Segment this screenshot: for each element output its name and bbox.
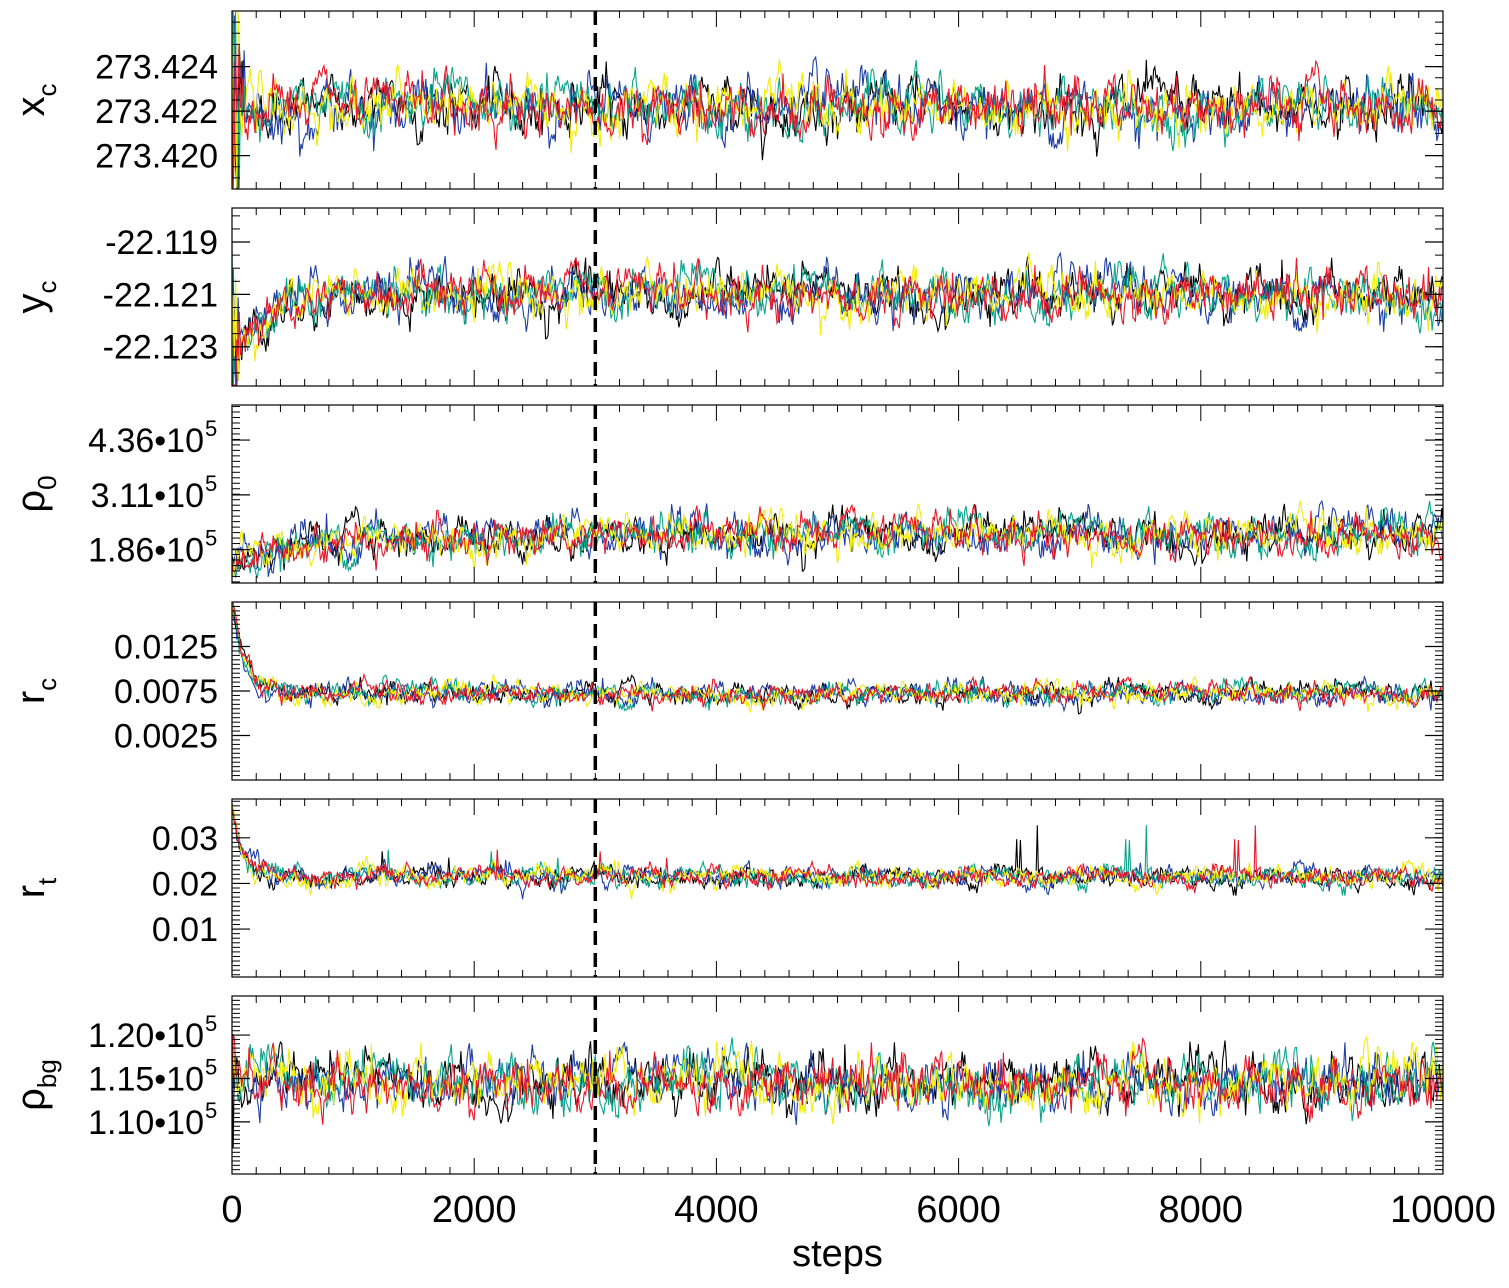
y-tick-label-rt: 0.03 <box>152 820 218 858</box>
traces-rhobg <box>232 1033 1443 1149</box>
y-axis-title-rhobg: ρbg <box>9 1059 62 1111</box>
y-axis-title-rc: rc <box>9 678 62 704</box>
series-chain-blue-yc <box>232 251 1443 386</box>
y-axis-title-symbol-rc: r <box>9 691 53 704</box>
series-chain-red-xc <box>232 44 1443 189</box>
traces-xc <box>232 11 1443 189</box>
y-tick-label-rho0: 3.11•10 <box>91 477 204 515</box>
x-tick-label: 2000 <box>432 1189 517 1231</box>
y-tick-label-xc: 273.424 <box>95 49 218 87</box>
series-chain-teal-rc <box>232 602 1443 712</box>
y-tick-label-rt: 0.02 <box>152 865 218 903</box>
panel-xc: 273.420 273.422 273.424 xc <box>9 10 1444 190</box>
y-tick-label-yc: -22.121 <box>103 276 218 314</box>
traces-rc <box>232 602 1443 715</box>
x-tick-label: 6000 <box>916 1189 1001 1231</box>
y-tick-label-rc: 0.0075 <box>114 673 218 711</box>
y-tick-exponent-rhobg: 5 <box>205 1011 217 1036</box>
y-tick-exponent-rho0: 5 <box>205 416 217 441</box>
x-axis-title: steps <box>792 1233 883 1275</box>
y-tick-exponent-rhobg: 5 <box>205 1054 217 1079</box>
series-chain-yellow-rho0 <box>232 500 1443 577</box>
panels-layer: 273.420273.422273.424xc-22.119-22.121-22… <box>9 10 1444 1175</box>
panel-rho0: 1.86•10 53.11•10 54.36•10 5ρ0 <box>9 404 1444 584</box>
x-tick-label: 4000 <box>674 1189 759 1231</box>
series-chain-red-rc <box>232 602 1443 712</box>
traces-yc <box>232 241 1443 386</box>
y-axis-title-symbol-rho0: ρ <box>9 490 53 513</box>
panel-yc: -22.119 -22.121 -22.123 yc <box>9 207 1444 387</box>
series-chain-yellow-rt <box>232 804 1443 900</box>
series-chain-red-rho0 <box>232 503 1443 573</box>
y-axis-title-subscript-xc: c <box>32 84 62 97</box>
y-axis-title-rho0: ρ0 <box>9 475 62 512</box>
y-axis-title-symbol-yc: y <box>9 294 53 314</box>
y-tick-label-rhobg: 1.10•10 <box>88 1104 204 1142</box>
series-chain-yellow-xc <box>232 11 1443 189</box>
panel-frame-rt <box>231 798 1444 978</box>
y-tick-exponent-rho0: 5 <box>205 471 217 496</box>
x-tick-label: 10000 <box>1390 1189 1496 1231</box>
traces-rt <box>232 803 1443 900</box>
y-tick-label-xc: 273.422 <box>95 93 218 131</box>
y-axis-title-subscript-rt: t <box>32 877 62 885</box>
y-axis-title-symbol-rhobg: ρ <box>9 1088 53 1111</box>
series-chain-blue-rt <box>232 810 1443 900</box>
y-axis-title-subscript-yc: c <box>32 281 62 294</box>
x-axis: steps 0 2000 4000 6000 8000 10000 <box>221 1189 1495 1275</box>
series-chain-black-xc <box>232 46 1443 189</box>
y-tick-exponent-rhobg: 5 <box>205 1098 217 1123</box>
y-tick-label-rc: 0.0125 <box>114 629 218 667</box>
y-tick-label-rhobg: 1.20•10 <box>88 1017 204 1055</box>
traces-rho0 <box>232 499 1443 579</box>
y-tick-label-rt: 0.01 <box>152 911 218 949</box>
series-chain-red-rhobg <box>232 1033 1443 1125</box>
y-tick-label-yc: -22.119 <box>105 224 218 262</box>
y-tick-label-rc: 0.0025 <box>114 718 218 756</box>
series-chain-red-yc <box>232 256 1443 386</box>
y-tick-label-yc: -22.123 <box>103 329 218 367</box>
y-axis-title-subscript-rho0: 0 <box>32 475 62 489</box>
y-tick-label-rho0: 4.36•10 <box>88 422 204 460</box>
series-chain-blue-rhobg <box>232 1037 1443 1125</box>
y-tick-label-rhobg: 1.15•10 <box>88 1060 204 1098</box>
x-tick-label: 8000 <box>1159 1189 1244 1231</box>
y-tick-exponent-rho0: 5 <box>205 526 217 551</box>
y-tick-label-rho0: 1.86•10 <box>88 532 204 570</box>
series-chain-red-rt <box>232 808 1443 894</box>
x-tick-label: 0 <box>221 1189 242 1231</box>
y-axis-title-xc: xc <box>9 84 62 117</box>
y-axis-title-symbol-rt: r <box>9 885 53 898</box>
y-axis-title-yc: yc <box>9 281 62 314</box>
series-chain-yellow-yc <box>232 252 1443 380</box>
y-axis-title-subscript-rc: c <box>32 678 62 691</box>
y-axis-title-rt: rt <box>9 877 62 898</box>
series-chain-yellow-rhobg <box>232 1035 1443 1125</box>
y-axis-title-subscript-rhobg: bg <box>32 1059 62 1088</box>
y-axis-title-symbol-xc: x <box>9 97 53 117</box>
y-tick-label-xc: 273.420 <box>95 138 218 176</box>
panel-rt: 0.01 0.02 0.03 rt <box>9 798 1444 978</box>
panel-rc: 0.0025 0.0075 0.0125 rc <box>9 601 1444 781</box>
